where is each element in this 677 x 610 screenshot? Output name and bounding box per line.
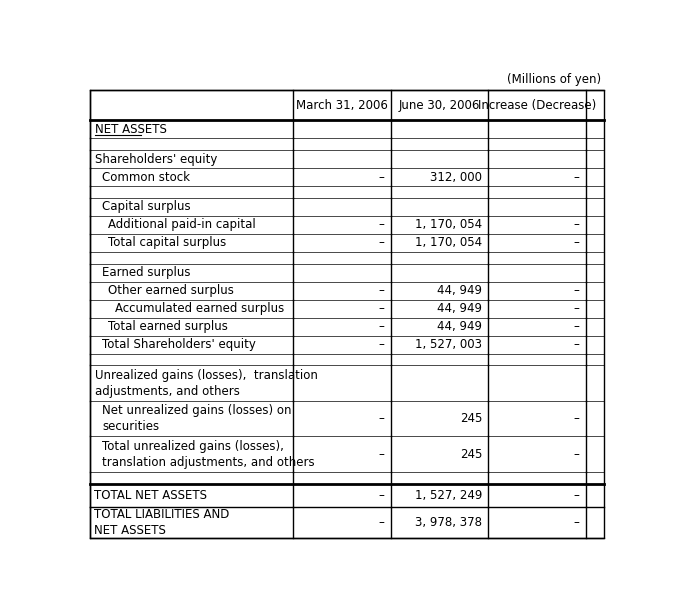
Text: Capital surplus: Capital surplus — [102, 201, 190, 213]
Text: Shareholders' equity: Shareholders' equity — [95, 152, 217, 166]
Text: –: – — [574, 448, 580, 461]
Text: –: – — [574, 218, 580, 231]
Text: 1, 527, 249: 1, 527, 249 — [415, 489, 482, 502]
Text: –: – — [574, 412, 580, 425]
Text: 245: 245 — [460, 412, 482, 425]
Text: –: – — [378, 412, 385, 425]
Text: 44, 949: 44, 949 — [437, 284, 482, 297]
Text: Additional paid-in capital: Additional paid-in capital — [108, 218, 256, 231]
Text: –: – — [378, 516, 385, 529]
Text: –: – — [378, 489, 385, 502]
Text: –: – — [574, 302, 580, 315]
Text: 3, 978, 378: 3, 978, 378 — [415, 516, 482, 529]
Text: (Millions of yen): (Millions of yen) — [507, 73, 601, 86]
Text: NET ASSETS: NET ASSETS — [95, 123, 167, 136]
Text: Total Shareholders' equity: Total Shareholders' equity — [102, 338, 256, 351]
Text: Earned surplus: Earned surplus — [102, 266, 190, 279]
Text: –: – — [574, 237, 580, 249]
Text: –: – — [378, 218, 385, 231]
Text: 44, 949: 44, 949 — [437, 320, 482, 333]
Text: –: – — [574, 284, 580, 297]
Text: Total earned surplus: Total earned surplus — [108, 320, 228, 333]
Text: Common stock: Common stock — [102, 171, 190, 184]
Text: –: – — [378, 338, 385, 351]
Text: –: – — [574, 338, 580, 351]
Text: TOTAL LIABILITIES AND
NET ASSETS: TOTAL LIABILITIES AND NET ASSETS — [94, 508, 230, 537]
Text: 1, 170, 054: 1, 170, 054 — [415, 218, 482, 231]
Text: –: – — [378, 320, 385, 333]
Text: 245: 245 — [460, 448, 482, 461]
Text: Accumulated earned surplus: Accumulated earned surplus — [114, 302, 284, 315]
Text: –: – — [378, 302, 385, 315]
Text: Total unrealized gains (losses),
translation adjustments, and others: Total unrealized gains (losses), transla… — [102, 440, 315, 468]
Text: 44, 949: 44, 949 — [437, 302, 482, 315]
Text: TOTAL NET ASSETS: TOTAL NET ASSETS — [94, 489, 207, 502]
Text: Increase (Decrease): Increase (Decrease) — [478, 99, 596, 112]
Text: Net unrealized gains (losses) on
securities: Net unrealized gains (losses) on securit… — [102, 404, 291, 433]
Text: 1, 170, 054: 1, 170, 054 — [415, 237, 482, 249]
Text: –: – — [574, 489, 580, 502]
Text: –: – — [378, 237, 385, 249]
Text: –: – — [378, 448, 385, 461]
Text: –: – — [574, 516, 580, 529]
Text: March 31, 2006: March 31, 2006 — [296, 99, 388, 112]
Text: –: – — [574, 171, 580, 184]
Text: 312, 000: 312, 000 — [430, 171, 482, 184]
Text: 1, 527, 003: 1, 527, 003 — [415, 338, 482, 351]
Text: –: – — [378, 171, 385, 184]
Text: Unrealized gains (losses),  translation
adjustments, and others: Unrealized gains (losses), translation a… — [95, 368, 318, 398]
Text: –: – — [574, 320, 580, 333]
Text: –: – — [378, 284, 385, 297]
Text: June 30, 2006: June 30, 2006 — [399, 99, 480, 112]
Text: Total capital surplus: Total capital surplus — [108, 237, 227, 249]
Text: Other earned surplus: Other earned surplus — [108, 284, 234, 297]
